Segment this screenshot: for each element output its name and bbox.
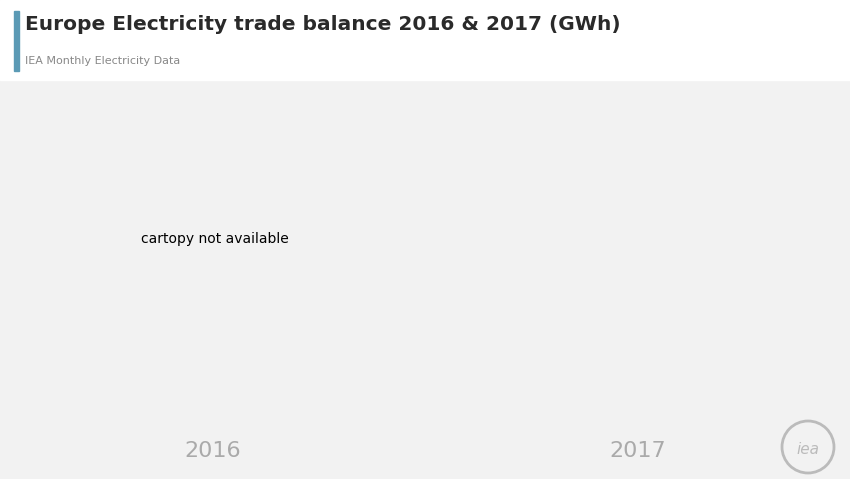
Text: Europe Electricity trade balance 2016 & 2017 (GWh): Europe Electricity trade balance 2016 & … [25, 14, 620, 34]
Text: 2017: 2017 [609, 441, 666, 461]
Text: cartopy not available: cartopy not available [141, 232, 288, 247]
Text: IEA Monthly Electricity Data: IEA Monthly Electricity Data [25, 56, 180, 66]
Bar [14, 11, 19, 71]
Bar [0, 0, 850, 80]
Text: iea: iea [796, 442, 819, 456]
Text: 2016: 2016 [184, 441, 241, 461]
